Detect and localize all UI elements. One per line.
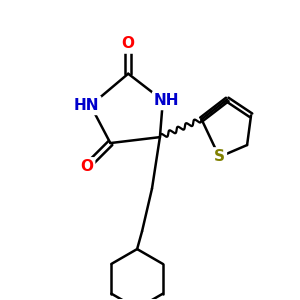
Text: S: S xyxy=(214,149,225,164)
Text: HN: HN xyxy=(74,98,99,113)
Text: O: O xyxy=(122,37,135,52)
Text: O: O xyxy=(80,159,93,174)
Text: NH: NH xyxy=(154,93,180,108)
